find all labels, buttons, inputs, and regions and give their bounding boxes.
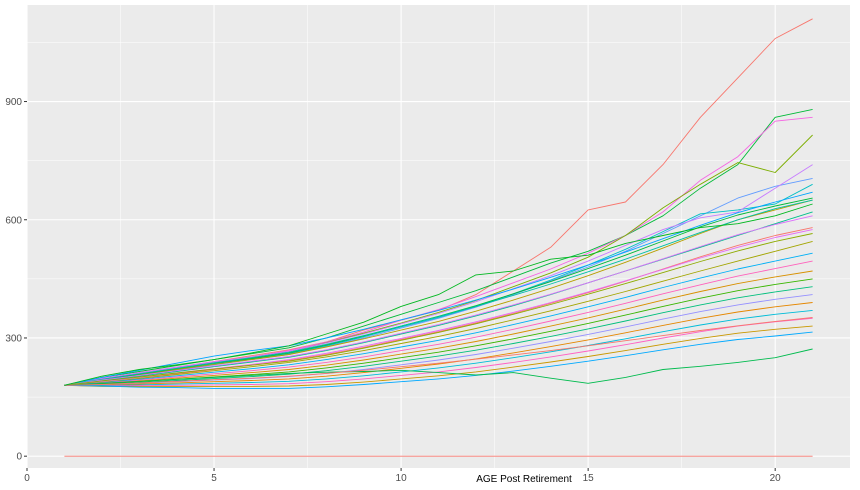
x-tick-label: 20 — [770, 473, 782, 484]
series-line — [64, 260, 813, 386]
series-line — [64, 211, 813, 386]
x-tick-label: 15 — [583, 473, 595, 484]
x-tick-label: 0 — [24, 473, 30, 484]
series-line — [64, 164, 813, 386]
series-line — [64, 108, 813, 386]
series-line — [64, 199, 813, 386]
series-line — [64, 191, 813, 386]
series-line — [64, 302, 813, 386]
series-line — [64, 309, 813, 387]
series-line — [64, 317, 813, 386]
series-line — [64, 317, 813, 387]
series-line — [64, 270, 813, 386]
series-line — [64, 215, 813, 386]
y-tick-label: 0 — [16, 452, 22, 463]
series-line — [64, 233, 813, 386]
y-tick-label: 900 — [5, 97, 22, 108]
series-lines — [64, 18, 813, 457]
series-line — [64, 325, 813, 387]
x-tick-label: 5 — [211, 473, 217, 484]
x-axis: 0 5 10 15 20 — [24, 468, 781, 484]
x-axis-title: AGE Post Retirement — [476, 474, 572, 485]
plot-panel — [27, 5, 850, 468]
series-line — [64, 286, 813, 386]
series-line — [64, 331, 813, 389]
minor-gridlines — [27, 5, 850, 468]
y-tick-label: 600 — [5, 215, 22, 226]
x-tick-label: 10 — [396, 473, 408, 484]
series-line — [64, 203, 813, 386]
series-line — [64, 348, 813, 386]
series-line — [64, 227, 813, 386]
series-line — [64, 252, 813, 386]
y-axis: 0 300 600 900 — [5, 97, 27, 463]
series-line — [64, 199, 813, 386]
y-tick-label: 300 — [5, 333, 22, 344]
series-line — [64, 240, 813, 386]
